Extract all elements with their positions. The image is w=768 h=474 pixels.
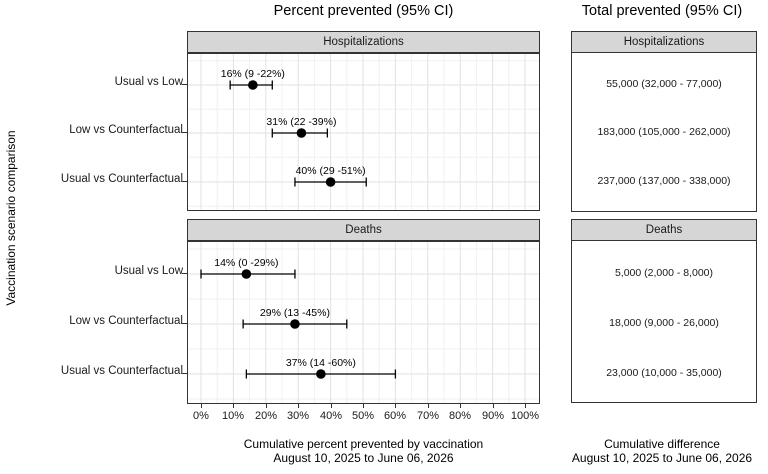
total-value-hospitalizations-3: 237,000 (137,000 - 338,000) (597, 175, 731, 187)
y-tick-mark (182, 132, 187, 133)
point-estimate-hospitalizations-row3 (325, 177, 336, 187)
facet-panel-deaths: 14% (0 -29%) 29% (13 -45%) 37% (14 -60%) (187, 241, 540, 404)
annotation-hospitalizations-row3: 40% (29 -51%) (296, 165, 366, 177)
facet-strip-hospitalizations: Hospitalizations (187, 31, 540, 53)
annotation-deaths-row2: 29% (13 -45%) (260, 307, 330, 319)
x-axis-caption-line1: Cumulative percent prevented by vaccinat… (243, 437, 484, 451)
row-label-hospitalizations-3: Usual vs Counterfactual (60, 173, 183, 185)
annotation-hospitalizations-row1: 16% (9 -22%) (221, 68, 285, 80)
total-body-deaths (571, 240, 757, 403)
x-tick-label-100: 100% (510, 410, 540, 422)
x-tick-mark (233, 404, 234, 408)
x-tick-label-90: 90% (481, 410, 505, 422)
row-label-deaths-3: Usual vs Counterfactual (60, 365, 183, 377)
x-tick-mark (298, 404, 299, 408)
right-caption-line2: August 10, 2025 to June 06, 2026 (571, 451, 753, 465)
total-body-hospitalizations (571, 52, 757, 212)
x-tick-mark (201, 404, 202, 408)
x-tick-label-20: 20% (254, 410, 278, 422)
x-tick-label-50: 50% (351, 410, 375, 422)
x-tick-label-80: 80% (448, 410, 472, 422)
total-strip-deaths: Deaths (571, 219, 757, 241)
annotation-deaths-row3: 37% (14 -60%) (286, 357, 356, 369)
y-tick-mark (182, 273, 187, 274)
x-tick-label-0: 0% (193, 410, 209, 422)
right-caption-line1: Cumulative difference (604, 437, 720, 451)
point-estimate-hospitalizations-row1 (248, 80, 258, 90)
facet-canvas-deaths: 14% (0 -29%) 29% (13 -45%) 37% (14 -60%) (188, 242, 539, 403)
y-tick-mark (182, 181, 187, 182)
left-column-title: Percent prevented (95% CI) (273, 3, 454, 19)
x-tick-label-70: 70% (416, 410, 440, 422)
point-estimate-hospitalizations-row2 (296, 128, 307, 138)
total-value-hospitalizations-1: 55,000 (32,000 - 77,000) (606, 78, 722, 90)
grid-minor-lines (188, 54, 539, 210)
x-tick-mark (428, 404, 429, 408)
point-estimate-deaths-row1 (241, 269, 252, 279)
x-tick-label-10: 10% (221, 410, 245, 422)
facet-canvas-hospitalizations: 16% (9 -22%) 31% (22 -39%) 40% (29 -51%) (188, 54, 539, 210)
x-tick-label-60: 60% (383, 410, 407, 422)
right-column-title: Total prevented (95% CI) (581, 3, 743, 19)
total-value-deaths-1: 5,000 (2,000 - 8,000) (614, 267, 714, 279)
x-axis-caption-line2: August 10, 2025 to June 06, 2026 (273, 451, 454, 465)
y-tick-mark (182, 323, 187, 324)
point-estimate-deaths-row3 (316, 369, 326, 379)
total-value-deaths-2: 18,000 (9,000 - 26,000) (609, 317, 719, 329)
annotation-deaths-row1: 14% (0 -29%) (214, 257, 278, 269)
x-tick-label-30: 30% (286, 410, 310, 422)
x-tick-mark (266, 404, 267, 408)
row-label-deaths-2: Low vs Counterfactual (69, 315, 183, 327)
x-tick-mark (331, 404, 332, 408)
facet-strip-deaths: Deaths (187, 219, 540, 241)
y-tick-mark (182, 373, 187, 374)
row-label-deaths-1: Usual vs Low (114, 265, 183, 277)
total-value-hospitalizations-2: 183,000 (105,000 - 262,000) (597, 126, 731, 138)
x-tick-mark (363, 404, 364, 408)
row-label-hospitalizations-2: Low vs Counterfactual (69, 124, 183, 136)
x-tick-mark (493, 404, 494, 408)
point-estimate-deaths-row2 (290, 319, 300, 329)
annotation-hospitalizations-row2: 31% (22 -39%) (266, 116, 336, 128)
y-tick-mark (182, 84, 187, 85)
row-label-hospitalizations-1: Usual vs Low (114, 76, 183, 88)
x-tick-mark (395, 404, 396, 408)
x-tick-mark (525, 404, 526, 408)
facet-panel-hospitalizations: 16% (9 -22%) 31% (22 -39%) 40% (29 -51%) (187, 53, 540, 211)
x-tick-label-40: 40% (319, 410, 343, 422)
x-tick-mark (460, 404, 461, 408)
total-value-deaths-3: 23,000 (10,000 - 35,000) (606, 367, 722, 379)
total-strip-hospitalizations: Hospitalizations (571, 31, 757, 53)
